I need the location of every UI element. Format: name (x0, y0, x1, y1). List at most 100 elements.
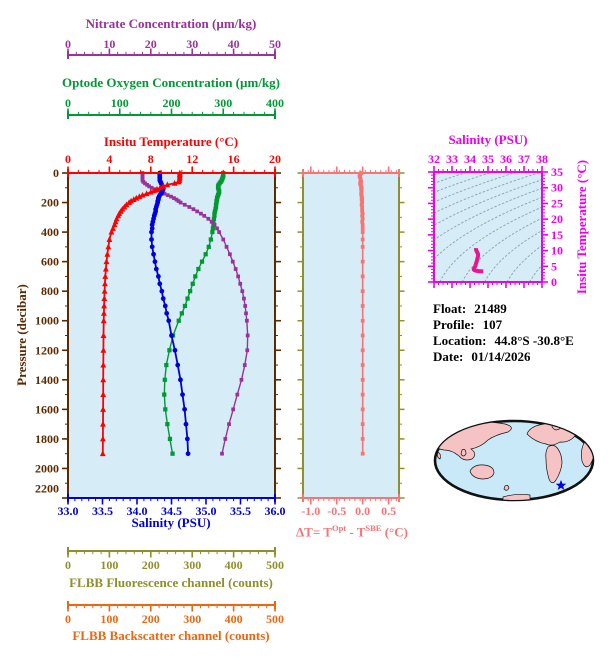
tick-label: 16 (228, 152, 240, 166)
tick-label: 400 (266, 96, 284, 110)
pressure-tick-label: 200 (41, 196, 59, 210)
ts-temperature-tick-label: 35 (551, 165, 563, 179)
pressure-tick-label: 1400 (35, 373, 59, 387)
ts-salinity-tick-label: 38 (536, 152, 548, 166)
profile-curve-nitrate (140, 171, 250, 456)
ts-salinity-tick-label: 33 (446, 152, 458, 166)
tick-label: 36.0 (265, 504, 286, 518)
float-location-star (555, 479, 567, 490)
ts-salinity-tick-label: 37 (518, 152, 530, 166)
tick-label: 50 (269, 37, 281, 51)
tick-label: 200 (142, 612, 160, 626)
location-label: Location: (433, 333, 487, 348)
pressure-tick-label: 2200 (35, 482, 59, 496)
tick-label: 34.5 (161, 504, 182, 518)
tick-label: 12 (186, 152, 198, 166)
fluorescence-axis-title: FLBB Fluorescence channel (counts) (69, 575, 273, 590)
tick-label: 400 (225, 558, 243, 572)
pressure-tick-label: 1800 (35, 432, 59, 446)
temperature-axis-title: Insitu Temperature (°C) (103, 134, 239, 149)
ts-plot-area (434, 172, 542, 282)
tick-label: 35.0 (196, 504, 217, 518)
pressure-tick-label: 1200 (35, 343, 59, 357)
tick-label: 300 (183, 558, 201, 572)
tick-label: 300 (183, 612, 201, 626)
sigma-contour-line (434, 179, 542, 226)
date-label: Date: (433, 349, 464, 364)
tick-label: 200 (163, 96, 181, 110)
delta-t-curve (357, 171, 365, 456)
pressure-tick-label: 1600 (35, 402, 59, 416)
float-info-line-float: Float: 21489 (433, 301, 574, 317)
pressure-tick-label: 0 (53, 166, 59, 180)
tick-label: 4 (106, 152, 112, 166)
tick-label: 0 (65, 558, 71, 572)
delta-t-axis-title: ΔT= TOpt - TSBE (°C) (282, 521, 422, 539)
map-landmass (502, 493, 531, 500)
map-landmass (469, 464, 495, 480)
map-landmass (503, 484, 510, 491)
tick-label: 400 (225, 612, 243, 626)
tick-label: 0 (65, 152, 71, 166)
profile-curve-temperature (99, 169, 183, 457)
delta-label-part: - T (346, 524, 366, 540)
tick-label: 33.0 (58, 504, 79, 518)
tick-label: 34.0 (127, 504, 148, 518)
float-label: Float: (433, 301, 467, 316)
ts-salinity-tick-label: 32 (428, 152, 440, 166)
pressure-tick-label: 600 (41, 255, 59, 269)
ts-temperature-tick-label: 20 (551, 212, 563, 226)
pressure-tick-label: 2000 (35, 461, 59, 475)
tick-label: 10 (103, 37, 115, 51)
tick-label: 100 (111, 96, 129, 110)
delta-label-sup-opt: Opt (331, 523, 347, 533)
tick-label: 300 (214, 96, 232, 110)
map-landmass (460, 449, 467, 457)
profile-curve-salinity (149, 170, 191, 457)
pressure-tick-label: 1000 (35, 314, 59, 328)
pressure-tick-label: 800 (41, 284, 59, 298)
ts-temperature-tick-label: 30 (551, 181, 563, 195)
ts-salinity-tick-label: 36 (500, 152, 512, 166)
sigma-contour-line (434, 187, 542, 241)
main-plot-axes: 0200400600800100012001400160018002000220… (35, 37, 286, 626)
tick-label: 20 (145, 37, 157, 51)
map-landmass (545, 445, 563, 484)
tick-label: 0 (65, 37, 71, 51)
delta-plot-area (303, 173, 399, 498)
ts-salinity-tick-label: 35 (482, 152, 494, 166)
ts-salinity-tick-label: 34 (464, 152, 476, 166)
ts-temperature-tick-label: 15 (551, 228, 563, 242)
tick-label: 40 (228, 37, 240, 51)
sigma-contour-line (484, 230, 542, 282)
tick-label: 30 (186, 37, 198, 51)
sigma-contour-line (434, 196, 542, 260)
sigma-contour-line (439, 206, 542, 282)
profile-value: 107 (482, 317, 503, 332)
ts-temperature-tick-label: 0 (551, 275, 557, 289)
float-info-line-location: Location: 44.8°S -30.8°E (433, 333, 574, 349)
tick-label: 0 (65, 96, 71, 110)
delta-plot-axes: -1.0 -0.5 0.0 0.5 (297, 166, 405, 518)
backscatter-axis-title: FLBB Backscatter channel (counts) (72, 628, 270, 643)
float-value: 21489 (474, 301, 507, 316)
ts-salinity-title: Salinity (PSU) (448, 132, 528, 147)
tick-label: 200 (142, 558, 160, 572)
tick-label: 8 (148, 152, 154, 166)
profile-label: Profile: (433, 317, 475, 332)
tick-label: 0.5 (381, 504, 396, 518)
delta-label-sup-sbe: SBE (365, 523, 382, 533)
tick-label: -0.5 (327, 504, 346, 518)
location-value: 44.8°S -30.8°E (494, 333, 574, 348)
ts-temperature-tick-label: 10 (551, 244, 563, 258)
tick-label: 500 (266, 558, 284, 572)
date-value: 01/14/2026 (471, 349, 531, 364)
ts-temperature-tick-label: 25 (551, 196, 563, 210)
pressure-tick-label: 400 (41, 225, 59, 239)
nitrate-axis-title: Nitrate Concentration (µm/kg) (85, 16, 257, 31)
float-info-line-profile: Profile: 107 (433, 317, 574, 333)
tick-label: 0.0 (355, 504, 370, 518)
tick-label: -1.0 (301, 504, 320, 518)
